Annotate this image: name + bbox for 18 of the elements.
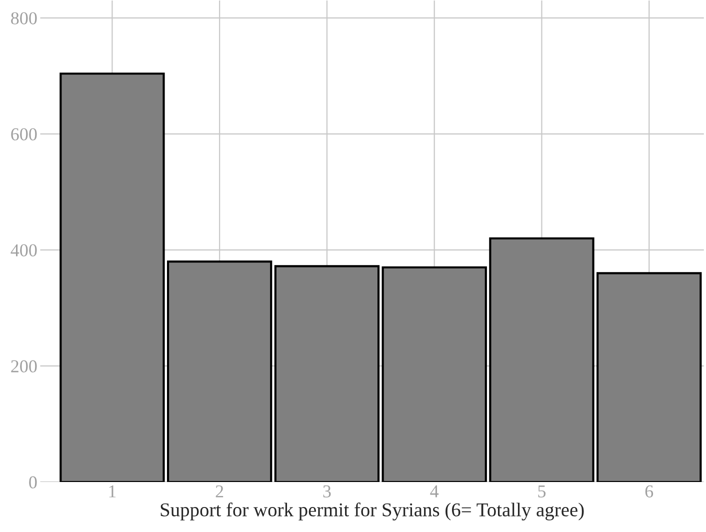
y-tick-label: 0	[29, 476, 37, 488]
y-tick-label: 600	[11, 128, 37, 140]
y-tick-label: 400	[10, 244, 37, 256]
x-tick-label: 1	[109, 485, 116, 498]
x-tick-label: 4	[430, 485, 439, 498]
bar	[596, 272, 702, 482]
x-tick-label: 2	[216, 485, 224, 498]
bar	[166, 260, 272, 482]
y-tick-label: 200	[11, 360, 37, 372]
x-tick-label: 6	[645, 485, 654, 498]
bar	[60, 72, 165, 482]
bar	[274, 265, 380, 482]
x-tick-label: 3	[323, 485, 331, 498]
y-tick-label: 800	[11, 12, 37, 24]
x-tick-label: 5	[538, 485, 546, 498]
bar	[489, 237, 594, 482]
x-axis-title: Support for work permit for Syrians (6= Totally agree)	[160, 502, 584, 520]
bar	[382, 266, 487, 482]
